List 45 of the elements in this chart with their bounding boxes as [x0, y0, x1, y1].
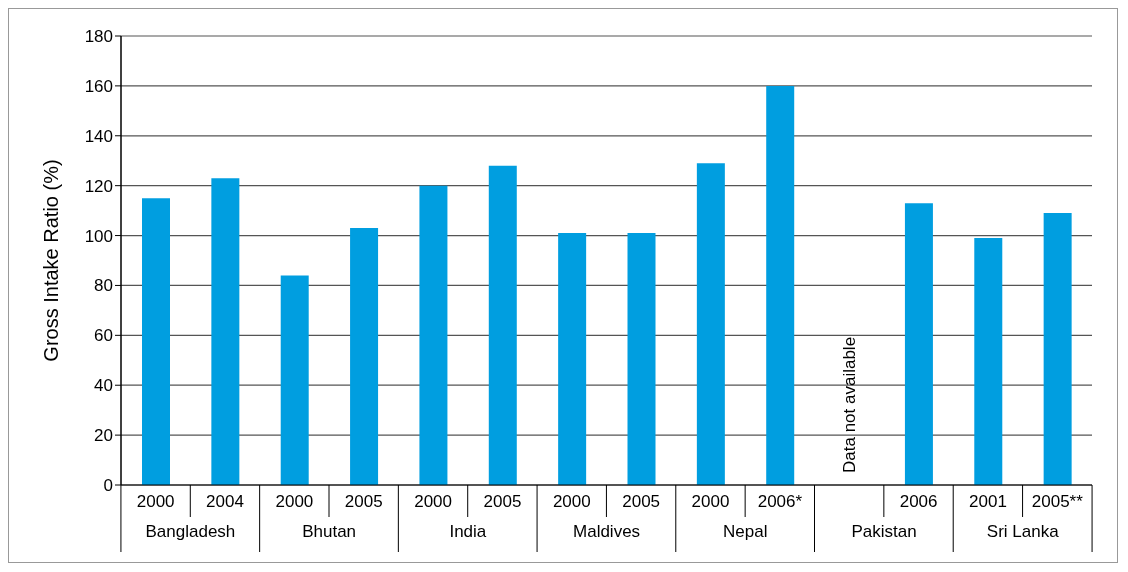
x-tick-label: 2000	[136, 492, 175, 511]
y-tick-label: 20	[94, 426, 113, 446]
y-tick-label: 60	[94, 326, 113, 346]
bar	[766, 85, 795, 485]
text: Bhutan	[302, 522, 357, 541]
bar	[1043, 213, 1072, 485]
text: Pakistan	[851, 522, 917, 541]
bar	[488, 165, 517, 485]
y-tick-label: 80	[94, 276, 113, 296]
x-tick-label: 2006*	[757, 492, 803, 511]
bar	[211, 178, 240, 485]
bar	[350, 228, 379, 485]
x-tick-label: 2005	[344, 492, 383, 511]
x-tick-label: 2001	[969, 492, 1007, 511]
bar	[558, 233, 587, 485]
y-axis-title: Gross Intake Ratio (%)	[40, 159, 63, 362]
bar	[696, 163, 725, 485]
bar	[627, 233, 656, 485]
x-tick-label: 2006	[899, 492, 938, 511]
x-tick-label: 2000	[691, 492, 730, 511]
text: Sri Lanka	[986, 522, 1060, 541]
x-tick-label: 2005	[483, 492, 522, 511]
x-tick-label: 2004	[206, 492, 244, 511]
y-tick-label: 100	[84, 226, 113, 246]
y-tick-label: 140	[84, 126, 113, 146]
bar	[142, 198, 170, 485]
x-tick-label: 2005	[622, 492, 661, 511]
bar	[974, 238, 1003, 485]
text: India	[449, 522, 487, 541]
x-tick-label: 2000	[552, 492, 591, 511]
bar	[904, 203, 933, 485]
bar	[419, 185, 448, 485]
y-tick-label: 160	[84, 76, 113, 96]
annotation: Data not available	[840, 336, 860, 473]
y-tick-label: 180	[84, 27, 113, 47]
bar	[280, 275, 309, 485]
text: Nepal	[723, 522, 768, 541]
text: Maldives	[573, 522, 641, 541]
x-tick-label: 2005**	[1031, 492, 1084, 511]
y-tick-label: 0	[103, 476, 113, 496]
y-tick-label: 120	[84, 176, 113, 196]
x-tick-label: 2000	[414, 492, 453, 511]
x-tick-label: 2000	[275, 492, 314, 511]
text: Bangladesh	[145, 522, 236, 541]
y-tick-label: 40	[94, 376, 113, 396]
